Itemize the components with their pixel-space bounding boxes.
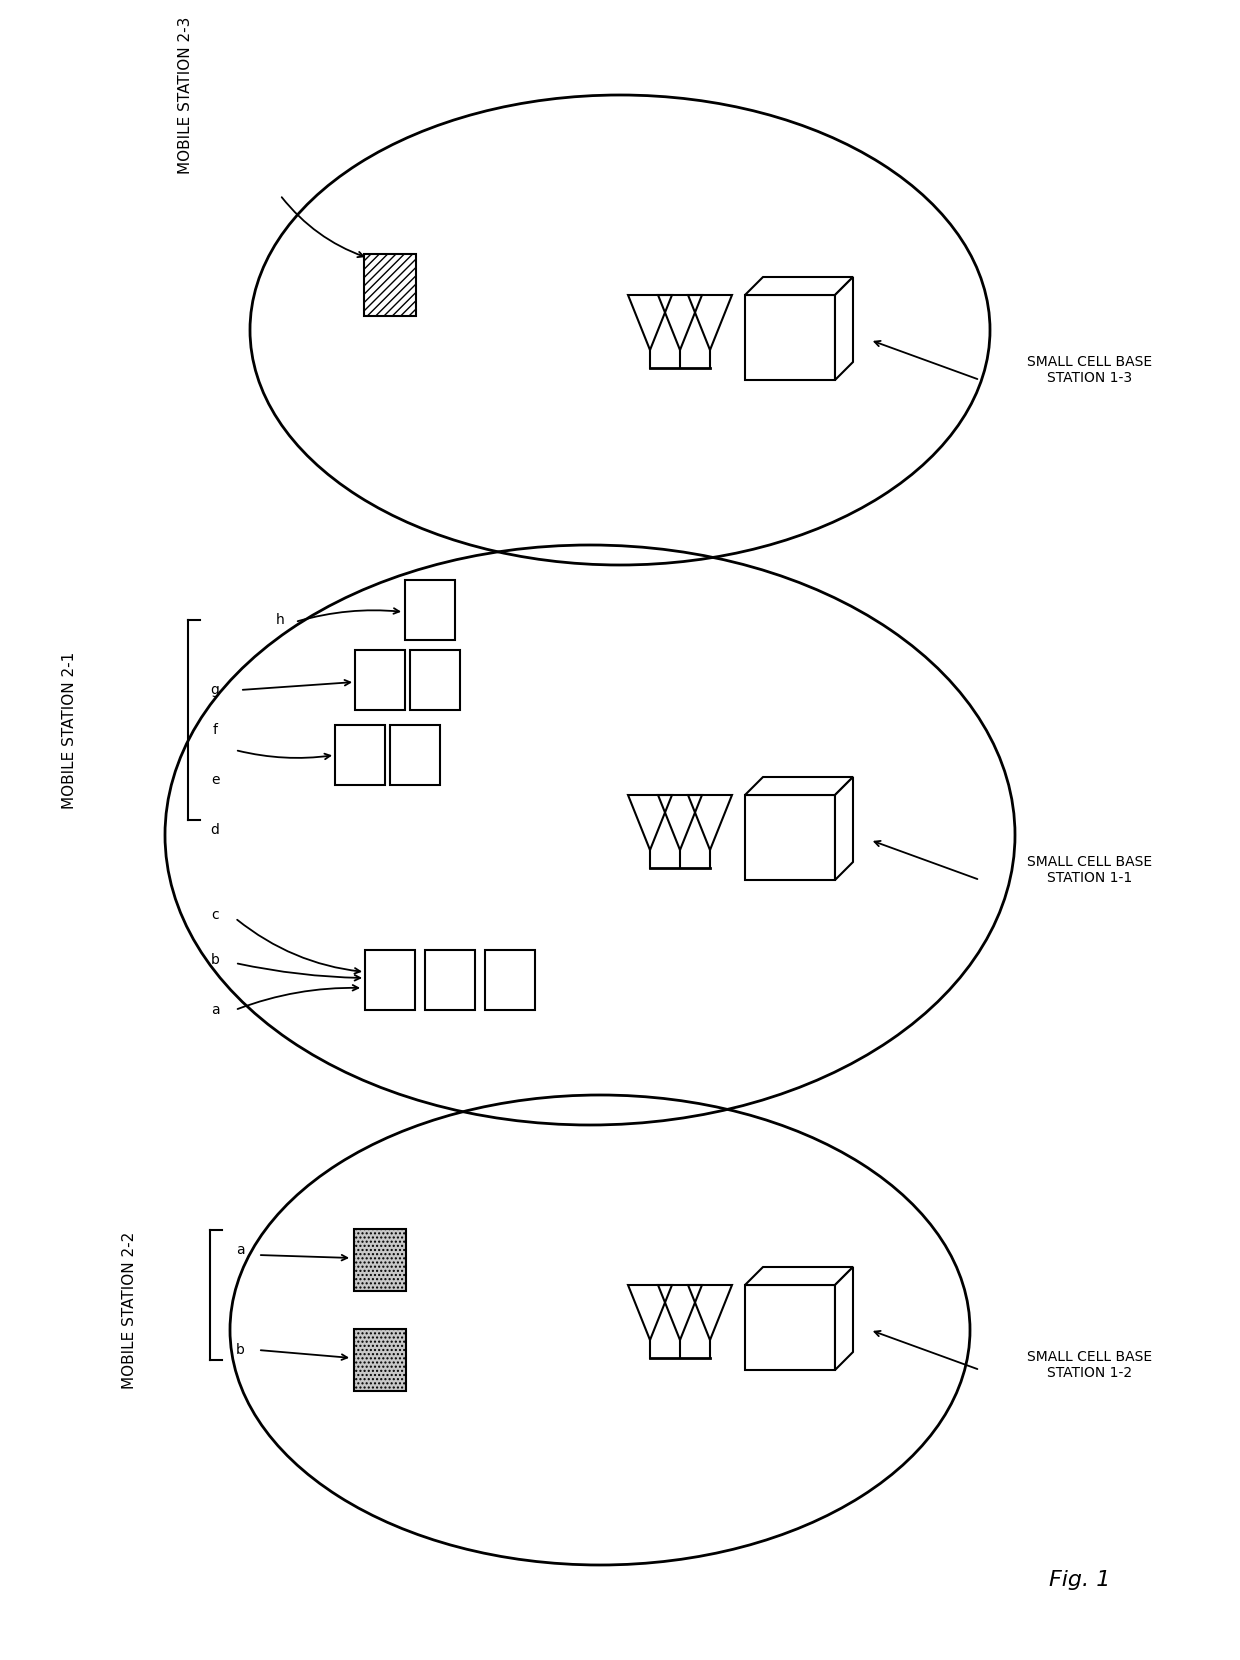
Text: MOBILE STATION 2-2: MOBILE STATION 2-2 <box>123 1232 138 1389</box>
Polygon shape <box>745 295 835 380</box>
Bar <box>365 254 415 315</box>
Text: a: a <box>211 1003 219 1018</box>
Text: d: d <box>211 823 219 837</box>
Text: SMALL CELL BASE
STATION 1-2: SMALL CELL BASE STATION 1-2 <box>1028 1350 1152 1379</box>
Polygon shape <box>745 777 853 795</box>
Bar <box>405 579 455 641</box>
Text: b: b <box>211 953 219 968</box>
Polygon shape <box>745 1267 853 1285</box>
Text: e: e <box>211 774 219 787</box>
Text: h: h <box>275 613 284 627</box>
Text: g: g <box>211 682 219 697</box>
Bar <box>353 1228 405 1291</box>
Text: Fig. 1: Fig. 1 <box>1049 1570 1111 1590</box>
Bar <box>353 1330 405 1391</box>
Bar <box>355 651 405 710</box>
Text: SMALL CELL BASE
STATION 1-3: SMALL CELL BASE STATION 1-3 <box>1028 355 1152 385</box>
Polygon shape <box>835 1267 853 1369</box>
Text: SMALL CELL BASE
STATION 1-1: SMALL CELL BASE STATION 1-1 <box>1028 855 1152 885</box>
Bar <box>410 651 460 710</box>
Bar <box>335 725 384 785</box>
Polygon shape <box>745 795 835 880</box>
Polygon shape <box>835 777 853 880</box>
Text: b: b <box>236 1343 244 1356</box>
Bar <box>425 950 475 1009</box>
Polygon shape <box>835 277 853 380</box>
Polygon shape <box>745 277 853 295</box>
Bar <box>391 725 440 785</box>
Polygon shape <box>745 1285 835 1370</box>
Text: f: f <box>212 724 217 737</box>
Bar <box>365 950 415 1009</box>
Text: a: a <box>236 1243 244 1257</box>
Text: MOBILE STATION 2-1: MOBILE STATION 2-1 <box>62 651 77 808</box>
Text: MOBILE STATION 2-3: MOBILE STATION 2-3 <box>177 17 192 174</box>
Text: c: c <box>211 908 218 921</box>
Bar <box>485 950 534 1009</box>
